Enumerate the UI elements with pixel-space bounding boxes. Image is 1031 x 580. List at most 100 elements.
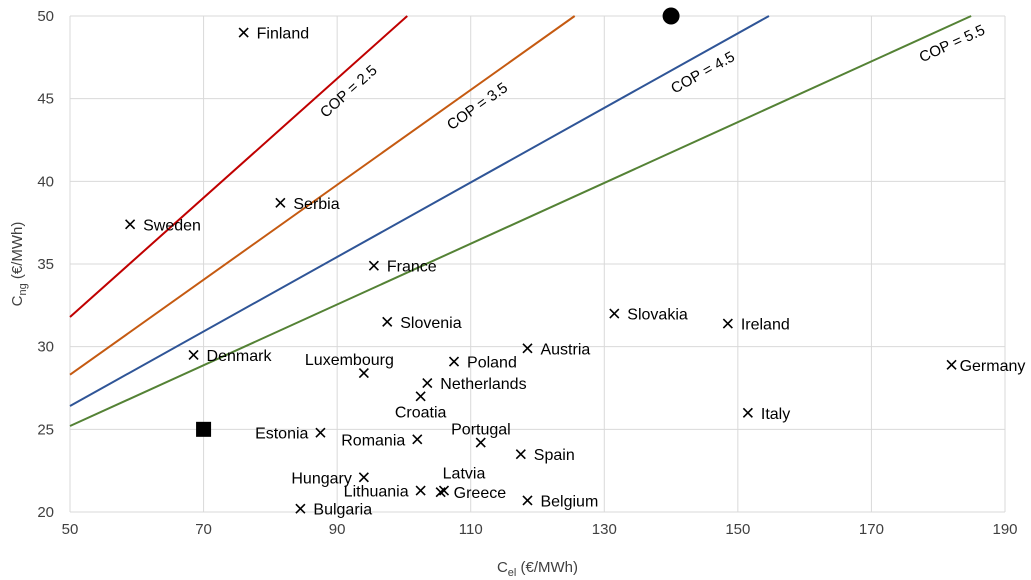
x-tick-label: 190 xyxy=(992,521,1017,538)
cop-line xyxy=(69,15,770,407)
x-marker xyxy=(295,503,306,514)
data-point: Lithuania xyxy=(344,484,426,501)
y-tick-label: 40 xyxy=(37,173,54,190)
point-label: Spain xyxy=(534,447,575,464)
y-tick-label: 50 xyxy=(37,8,54,25)
x-marker xyxy=(188,349,199,360)
point-label: Romania xyxy=(341,432,405,449)
grid xyxy=(69,15,1006,513)
data-point: France xyxy=(368,259,437,276)
x-marker xyxy=(742,407,753,418)
point-label: Italy xyxy=(761,406,790,423)
tick-labels: 20 25 30 35 40 45 50 50 70 90 110 130 150 170 190 xyxy=(37,8,1017,538)
point-label: Sweden xyxy=(143,217,201,234)
data-point: Denmark xyxy=(188,348,273,365)
x-marker xyxy=(412,434,423,445)
cop-label: COP = 2.5 xyxy=(317,62,381,121)
y-axis-title: Cng (€/MWh) xyxy=(9,222,29,307)
cop-label: COP = 5.5 xyxy=(917,22,988,67)
data-point: Spain xyxy=(515,447,575,464)
y-tick-label: 30 xyxy=(37,339,54,356)
x-tick-label: 90 xyxy=(329,521,346,538)
point-label: Estonia xyxy=(255,426,308,443)
point-label: Netherlands xyxy=(440,376,526,393)
data-point: Luxembourg xyxy=(305,352,394,379)
x-tick-label: 130 xyxy=(592,521,617,538)
point-label: Bulgaria xyxy=(313,502,372,519)
data-point: Greece xyxy=(435,485,507,502)
x-tick-label: 70 xyxy=(195,521,212,538)
x-tick-label: 50 xyxy=(62,521,79,538)
data-point: Romania xyxy=(341,432,423,449)
cop-line xyxy=(69,15,972,427)
special-points xyxy=(196,7,680,437)
y-tick-label: 25 xyxy=(37,421,54,438)
data-point: Slovakia xyxy=(609,307,688,324)
x-marker xyxy=(722,318,733,329)
point-label: Ireland xyxy=(741,317,790,334)
data-point: Italy xyxy=(742,406,790,423)
point-label: Lithuania xyxy=(344,484,409,501)
point-label: Croatia xyxy=(395,404,447,421)
data-point: Finland xyxy=(238,26,309,43)
x-marker xyxy=(522,495,533,506)
square-marker xyxy=(196,421,212,437)
x-tick-label: 110 xyxy=(459,521,483,538)
data-point: Austria xyxy=(522,341,590,358)
circle-marker xyxy=(662,7,680,25)
point-label: Finland xyxy=(257,26,309,43)
x-marker xyxy=(609,308,620,319)
x-marker xyxy=(415,391,426,402)
point-label: Portugal xyxy=(451,422,511,439)
cop-label: COP = 4.5 xyxy=(668,48,738,97)
point-label: Greece xyxy=(454,485,507,502)
point-label: Germany xyxy=(960,358,1026,375)
x-marker xyxy=(415,485,426,496)
data-points: Finland Sweden Serbia France Slovenia Slovaki… xyxy=(125,26,1026,519)
data-point: Hungary xyxy=(291,470,369,487)
x-tick-label: 170 xyxy=(859,521,884,538)
y-tick-label: 35 xyxy=(37,256,54,273)
x-axis-title: Cel (€/MWh) xyxy=(497,559,578,579)
x-marker xyxy=(315,427,326,438)
data-point: Estonia xyxy=(255,426,326,443)
x-tick-label: 150 xyxy=(725,521,750,538)
x-marker xyxy=(382,316,393,327)
data-point: Belgium xyxy=(522,493,598,510)
y-tick-label: 20 xyxy=(37,504,54,521)
x-marker xyxy=(358,472,369,483)
x-marker xyxy=(125,219,136,230)
point-label: Poland xyxy=(467,355,517,372)
data-point: Netherlands xyxy=(422,376,527,393)
data-point: Germany xyxy=(946,358,1026,375)
point-label: Hungary xyxy=(291,470,351,487)
x-marker xyxy=(522,343,533,354)
data-point: Portugal xyxy=(451,422,511,448)
x-marker xyxy=(435,487,446,498)
x-marker xyxy=(448,356,460,367)
x-marker xyxy=(368,260,379,271)
y-tick-label: 45 xyxy=(37,91,54,108)
data-point: Serbia xyxy=(275,196,340,213)
data-point: Slovenia xyxy=(382,315,462,332)
data-point: Bulgaria xyxy=(295,502,372,519)
x-marker xyxy=(422,377,433,389)
data-point: Ireland xyxy=(722,317,790,334)
x-marker xyxy=(238,27,249,38)
point-label: Slovakia xyxy=(627,307,688,324)
x-marker xyxy=(515,449,526,460)
cop-label: COP = 3.5 xyxy=(444,79,511,134)
x-marker xyxy=(275,197,286,208)
x-marker xyxy=(358,368,369,379)
point-label: Slovenia xyxy=(400,315,461,332)
point-label: Denmark xyxy=(207,348,273,365)
cop-line xyxy=(69,15,576,376)
point-label: Austria xyxy=(540,341,590,358)
x-marker xyxy=(475,437,486,448)
x-marker xyxy=(946,359,957,370)
data-point: Croatia xyxy=(395,391,447,421)
cop-line xyxy=(69,15,408,318)
point-label: Belgium xyxy=(540,493,598,510)
data-point: Poland xyxy=(448,355,517,372)
